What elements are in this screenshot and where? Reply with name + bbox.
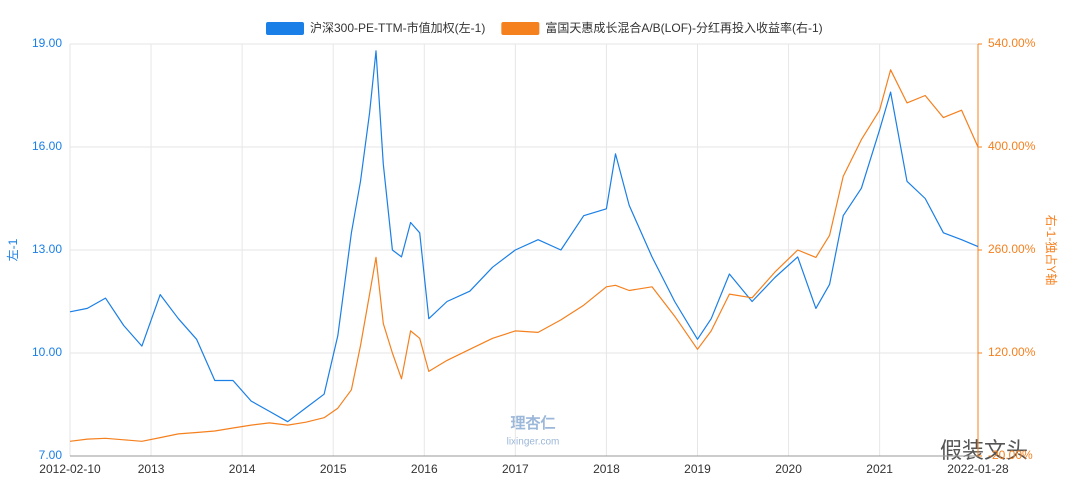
x-tick-label: 2012-02-10: [39, 462, 101, 476]
data-line: [69, 50, 979, 423]
y-tick-label: 19.00: [32, 36, 62, 50]
watermark: lixinger.com: [507, 437, 560, 448]
data-line: [69, 69, 979, 442]
legend-label: 富国天惠成长混合A/B(LOF)-分红再投入收益率(右-1): [545, 20, 822, 35]
y-tick-label: 10.00: [32, 345, 62, 359]
x-tick-label: 2021: [866, 462, 893, 476]
y-tick-label: 7.00: [39, 448, 63, 462]
legend-label: 沪深300-PE-TTM-市值加权(左-1): [310, 20, 485, 35]
x-tick-label: 2017: [502, 462, 529, 476]
y-axis-title: 左-1: [5, 238, 20, 261]
x-tick-label: 2014: [229, 462, 256, 476]
y2-tick-label: 540.00%: [988, 36, 1036, 50]
y-tick-label: 13.00: [32, 242, 62, 256]
x-tick-label: 2018: [593, 462, 620, 476]
y2-tick-label: 260.00%: [988, 242, 1036, 256]
x-tick-label: 2013: [138, 462, 165, 476]
watermark: 假装文头: [940, 438, 1028, 463]
legend-swatch: [266, 22, 304, 35]
y2-tick-label: 400.00%: [988, 139, 1036, 153]
legend-swatch: [501, 22, 540, 35]
x-tick-label: 2020: [775, 462, 802, 476]
x-tick-label: 2015: [320, 462, 347, 476]
x-tick-label: 2022-01-28: [947, 462, 1009, 476]
y2-axis-title: 右-1-独占Y轴: [1044, 215, 1059, 286]
watermark: 理杏仁: [510, 414, 555, 432]
x-tick-label: 2016: [411, 462, 438, 476]
y2-tick-label: 120.00%: [988, 345, 1036, 359]
y2-tick-label: -20.00%: [988, 448, 1033, 462]
x-tick-label: 2019: [684, 462, 711, 476]
y-tick-label: 16.00: [32, 139, 62, 153]
